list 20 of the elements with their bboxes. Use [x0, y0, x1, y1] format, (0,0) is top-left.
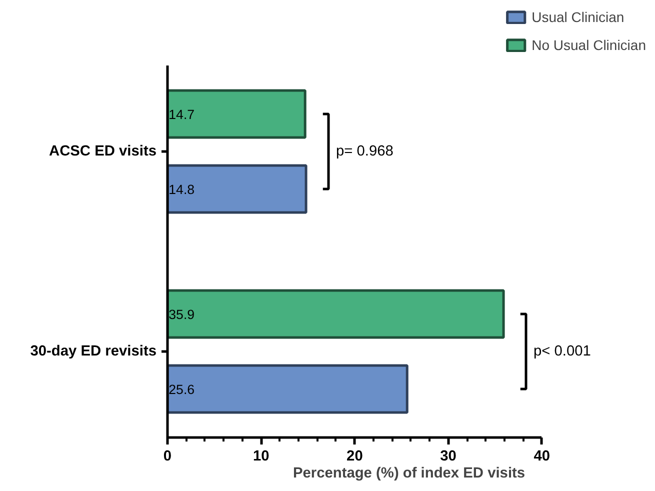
bar — [168, 164, 308, 214]
bar — [168, 364, 408, 414]
data-label: 14.8 — [168, 182, 195, 197]
legend-label: Usual Clinician — [532, 9, 624, 25]
annotation: p= 0.968 — [336, 144, 394, 160]
y-tick-label: 30-day ED revisits — [30, 344, 157, 360]
x-tick-label: 30 — [440, 448, 456, 464]
legend-label: No Usual Clinician — [532, 37, 646, 53]
data-label: 25.6 — [168, 382, 195, 397]
y-tick-label: ACSC ED visits — [48, 144, 157, 160]
data-label: 14.7 — [168, 107, 195, 122]
x-tick-label: 0 — [163, 448, 172, 464]
bar — [168, 89, 306, 139]
data-label: 35.9 — [168, 307, 195, 322]
x-tick-label: 10 — [252, 448, 270, 464]
bar — [168, 289, 505, 339]
x-tick-label: 40 — [534, 448, 550, 464]
annotation: p< 0.001 — [533, 344, 591, 360]
x-axis-title: Percentage (%) of index ED visits — [292, 466, 526, 482]
x-tick-label: 20 — [346, 448, 363, 464]
